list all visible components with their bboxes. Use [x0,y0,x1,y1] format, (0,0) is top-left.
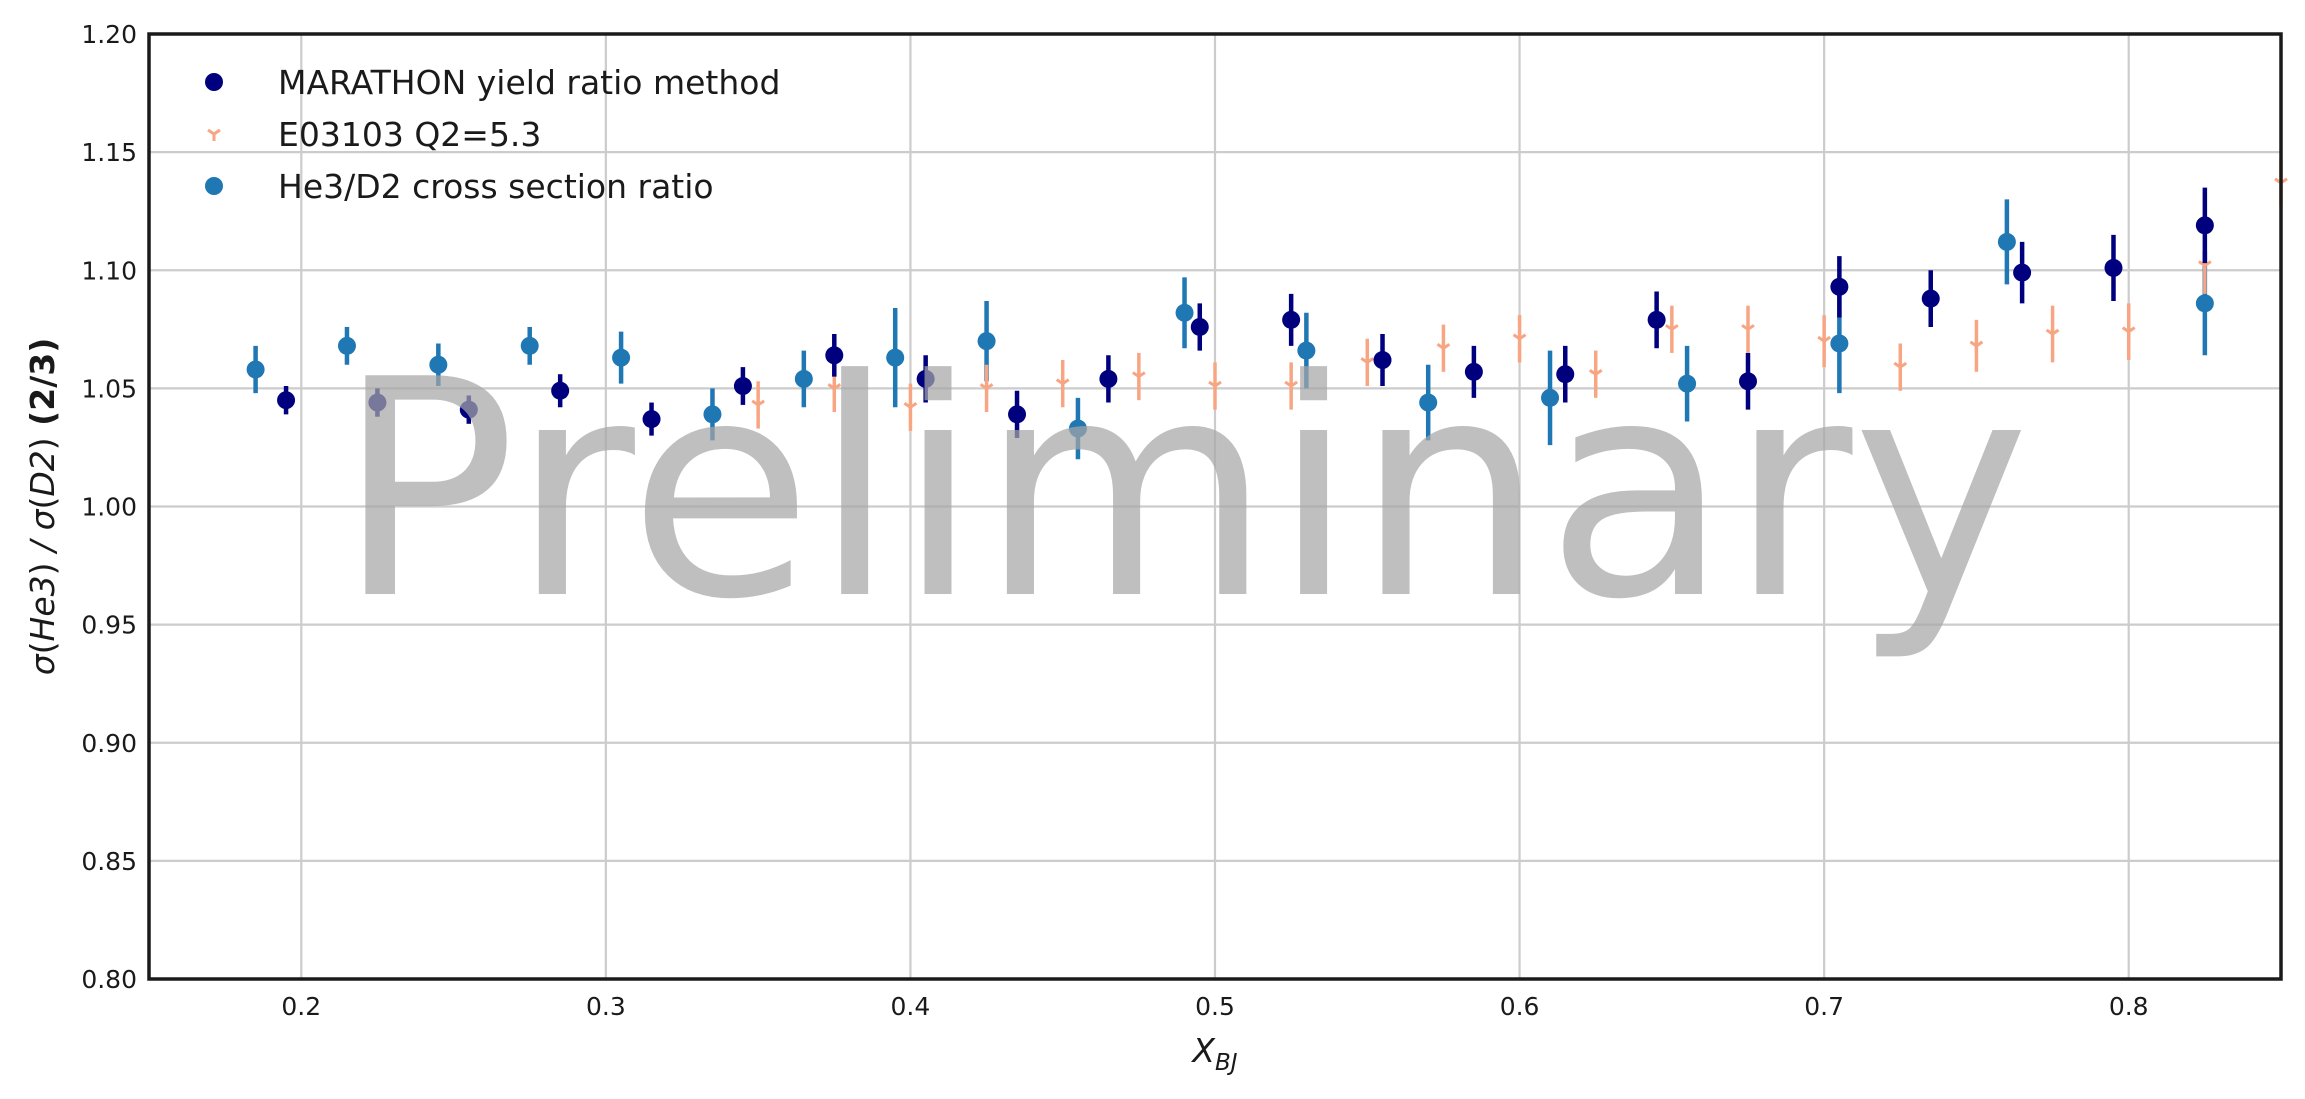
legend-label: MARATHON yield ratio method [278,63,780,102]
legend-item: E03103 Q2=5.3 [207,115,541,154]
data-point [903,402,918,415]
legend-item: MARATHON yield ratio method [205,63,780,102]
watermark-text: Preliminary [336,316,2030,665]
plot-series [246,159,2288,460]
data-point [2195,294,2214,313]
data-point [1373,351,1392,370]
data-point [2195,216,2214,235]
data-point [551,381,570,400]
y-axis-label: σ(He3) / σ(D2) (2/3) [23,338,62,676]
data-point [1678,374,1697,393]
data-point [916,369,935,388]
data-point [1464,362,1483,381]
data-point [642,410,661,429]
x-tick-label: 0.4 [891,992,931,1021]
data-point [1055,378,1070,391]
data-point [1541,388,1560,407]
legend: MARATHON yield ratio method E03103 Q2=5.3… [205,63,780,206]
data-point [337,336,356,355]
legend-marker [207,128,221,141]
data-point [1830,277,1849,296]
y-axis-ticks: 0.80 0.85 0.90 0.95 1.00 1.05 1.10 1.15 1.20 [81,20,137,994]
data-point [1921,289,1940,308]
data-point [1893,361,1908,375]
legend-label: He3/D2 cross section ratio [278,167,714,206]
x-tick-label: 0.7 [1804,992,1844,1021]
x-tick-label: 0.6 [1500,992,1540,1021]
data-point [1282,310,1301,329]
data-point [368,393,387,412]
data-point [1817,335,1831,349]
x-tick-label: 0.8 [2109,992,2149,1021]
y-tick-label: 0.90 [81,729,137,758]
data-point [1830,334,1849,353]
data-point [1436,342,1451,356]
data-point [751,399,765,412]
data-point [1741,324,1755,337]
data-point [1647,310,1666,329]
legend-item: He3/D2 cross section ratio [205,167,714,206]
data-point [733,377,752,396]
data-point [1969,340,1984,353]
data-point [2198,260,2212,273]
data-point [459,400,478,419]
y-tick-label: 1.00 [81,493,137,522]
x-axis-ticks: 0.2 0.3 0.4 0.5 0.6 0.7 0.8 [281,992,2148,1021]
y-tick-label: 0.85 [81,847,137,876]
series-0 [277,187,2214,438]
data-point [1588,368,1603,382]
data-point [1997,232,2016,251]
data-point [1665,324,1679,337]
data-point [979,383,994,396]
data-point [1190,317,1209,336]
data-point [1284,380,1298,394]
data-point [977,332,996,351]
data-point [1556,365,1575,384]
data-point [2104,258,2123,277]
data-point [1132,371,1146,384]
x-tick-label: 0.5 [1195,992,1235,1021]
data-point [1099,369,1118,388]
data-point [1739,372,1757,391]
legend-label: E03103 Q2=5.3 [278,115,541,154]
data-point [1512,333,1527,346]
x-axis-label: XBJ [1190,1031,1237,1076]
data-point [429,355,448,374]
series-2 [246,199,2214,460]
data-point [1208,380,1222,394]
plot-frame [147,32,2283,981]
data-point [612,348,631,367]
data-point [520,336,539,355]
data-point [703,405,722,424]
legend-marker [205,73,223,91]
x-tick-label: 0.3 [586,992,626,1021]
legend-marker [205,177,223,195]
series-1 [751,159,2288,431]
data-point [1419,393,1438,412]
data-point [825,346,844,365]
x-tick-label: 0.2 [281,992,321,1021]
data-point [2045,328,2060,342]
data-point [2121,326,2136,339]
data-point [827,383,842,396]
data-point [1008,405,1027,424]
data-point [794,369,813,388]
y-tick-label: 1.20 [81,20,137,49]
y-tick-label: 1.10 [81,256,137,285]
data-point [1068,419,1087,438]
data-point [1175,303,1194,322]
y-tick-label: 1.15 [81,138,137,167]
y-tick-label: 0.80 [81,965,137,994]
data-point [246,360,265,379]
data-point [277,391,296,410]
y-tick-label: 0.95 [81,611,137,640]
data-point [2013,263,2032,282]
data-point [886,348,905,367]
y-tick-label: 1.05 [81,374,137,403]
data-point [1360,357,1375,370]
data-point [1297,341,1316,360]
